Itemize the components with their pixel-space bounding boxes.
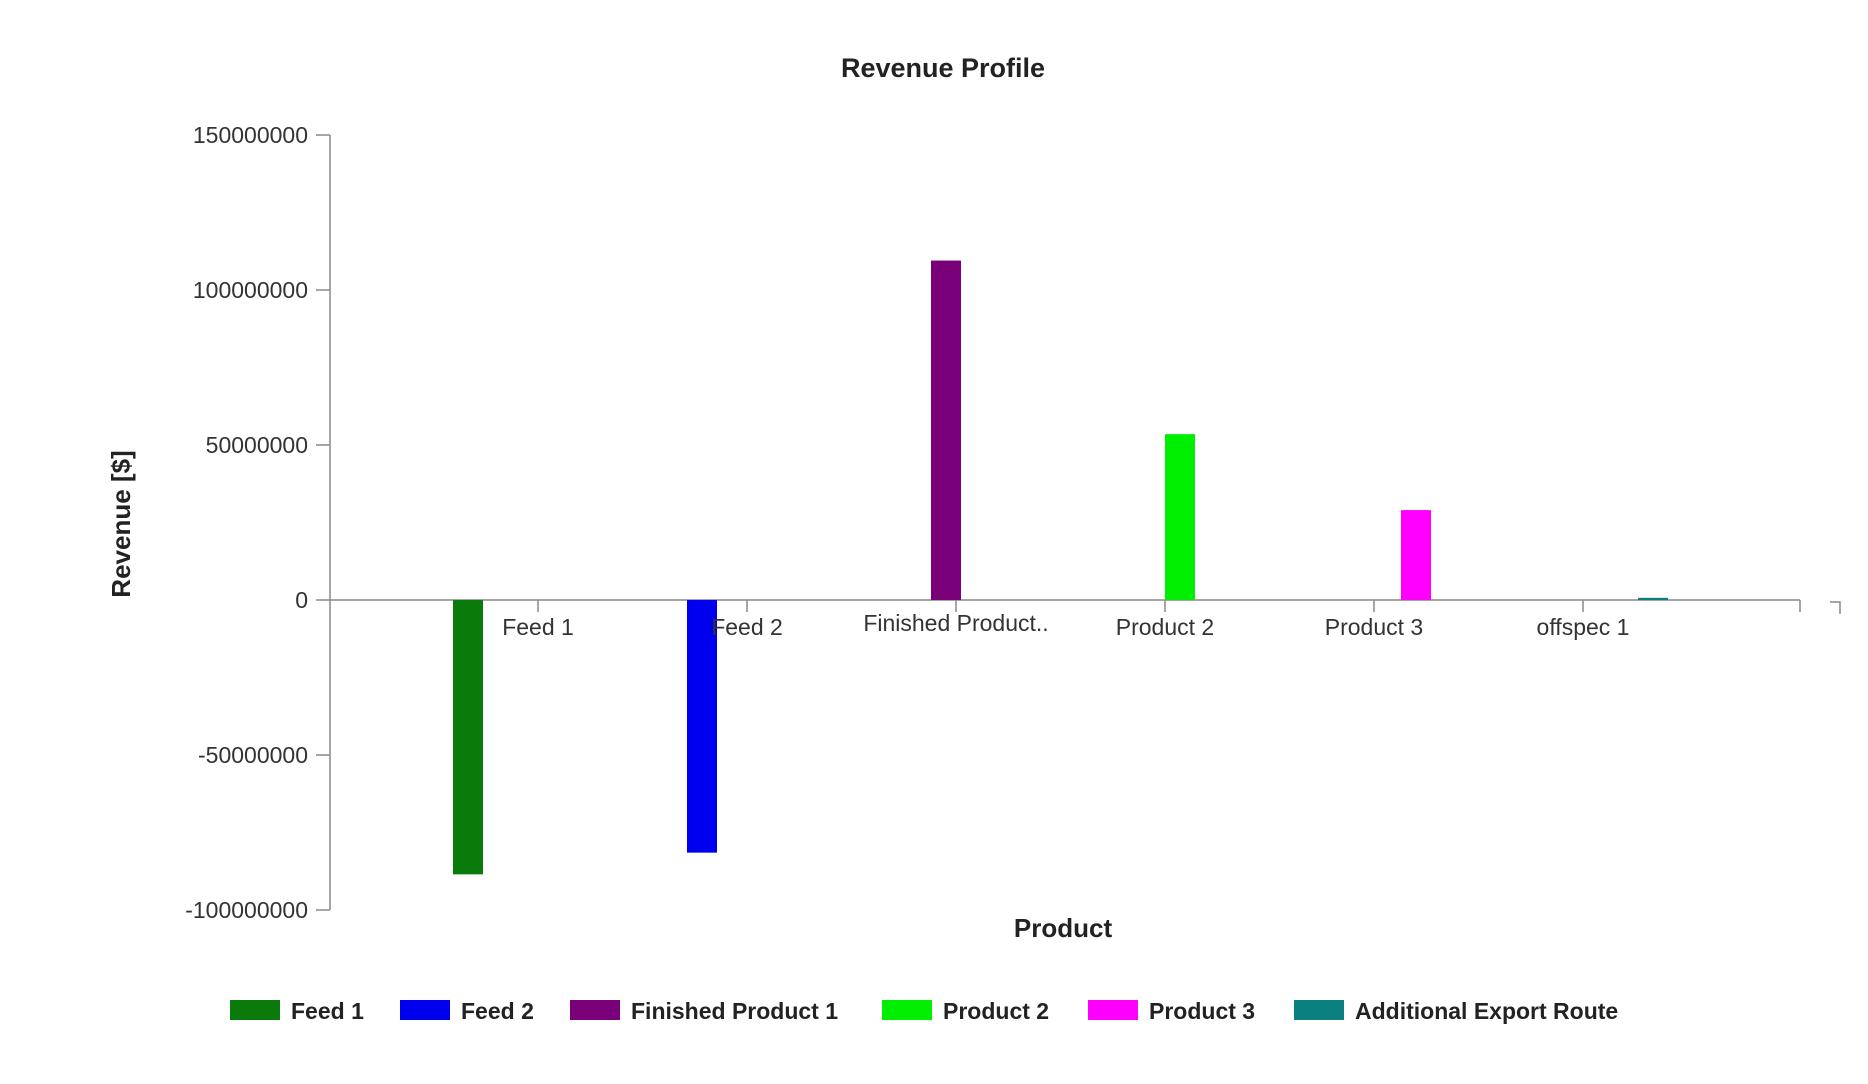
x-tick-label: Product 2	[1116, 614, 1214, 640]
y-tick-label: 50000000	[206, 432, 308, 458]
legend-swatch	[230, 1000, 280, 1020]
y-axis-title: Revenue [$]	[106, 450, 136, 597]
legend-label: Additional Export Route	[1355, 998, 1618, 1024]
x-axis-title: Product	[1014, 913, 1113, 943]
legend-label: Feed 1	[291, 998, 364, 1024]
y-axis: 150000000 100000000 50000000 0 -50000000 -100…	[185, 122, 331, 923]
legend-label: Feed 2	[461, 998, 534, 1024]
x-tick-label: Feed 2	[711, 614, 783, 640]
x-tick-label: offspec 1	[1537, 614, 1630, 640]
bar-product-2	[1165, 434, 1195, 600]
y-tick-label: -50000000	[198, 742, 308, 768]
x-tick-label: Product 3	[1325, 614, 1423, 640]
legend-label: Product 3	[1149, 998, 1255, 1024]
bar-feed-1	[453, 600, 483, 875]
bar-feed-2	[687, 600, 717, 853]
chart-title: Revenue Profile	[841, 53, 1045, 83]
bar-finished-product-1	[931, 260, 961, 600]
legend-swatch	[882, 1000, 932, 1020]
legend-swatch	[400, 1000, 450, 1020]
x-axis-labels: Feed 1 Feed 2 Finished Product.. Product 2 P…	[502, 610, 1629, 640]
legend-label: Product 2	[943, 998, 1049, 1024]
bar-additional-export-route	[1638, 597, 1668, 600]
bar-product-3	[1401, 510, 1431, 600]
y-tick-label: 100000000	[193, 277, 308, 303]
y-tick-label: -100000000	[185, 897, 308, 923]
bars	[453, 260, 1668, 875]
legend-swatch	[1088, 1000, 1138, 1020]
x-axis-corner-mark	[1830, 601, 1841, 614]
x-tick-label: Feed 1	[502, 614, 574, 640]
y-tick-label: 0	[295, 587, 308, 613]
x-axis	[330, 599, 1841, 614]
legend: Feed 1 Feed 2 Finished Product 1 Product 2 P…	[230, 998, 1618, 1024]
y-tick-label: 150000000	[193, 122, 308, 148]
legend-label: Finished Product 1	[631, 998, 838, 1024]
x-tick-label: Finished Product..	[863, 610, 1048, 636]
legend-swatch	[570, 1000, 620, 1020]
legend-swatch	[1294, 1000, 1344, 1020]
